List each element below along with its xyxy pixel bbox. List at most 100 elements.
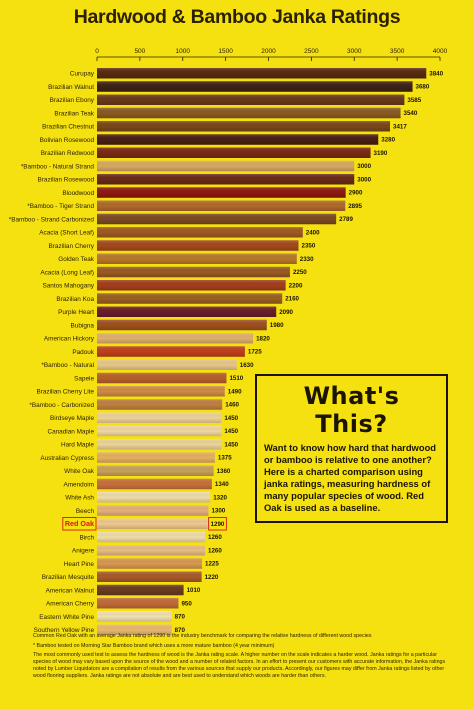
category-label: American Hickory: [44, 336, 95, 343]
category-label: Brazilian Koa: [56, 296, 94, 303]
bar-shading: [97, 624, 172, 635]
value-label: 1375: [218, 455, 232, 462]
footer-notes: Common Red Oak with an average Janka rat…: [33, 633, 453, 682]
category-label: Beech: [76, 508, 95, 515]
x-tick-label: 3000: [347, 48, 362, 55]
value-label: 1490: [228, 388, 242, 395]
category-label: Eastern White Pine: [39, 614, 94, 621]
value-label: 1450: [224, 415, 238, 422]
value-label: 2090: [279, 309, 293, 316]
value-label: 3680: [416, 84, 430, 91]
value-label: 2350: [302, 243, 316, 250]
bar-shading: [97, 174, 355, 185]
bar-shading: [97, 134, 379, 145]
x-tick-label: 500: [134, 48, 145, 55]
value-label: 870: [175, 614, 186, 621]
bar-shading: [97, 399, 223, 410]
value-label: 2400: [306, 229, 320, 236]
category-label: Southern Yellow Pine: [34, 627, 95, 634]
value-label: 1300: [211, 508, 225, 515]
bar-shading: [97, 545, 206, 556]
category-label: Birch: [79, 534, 94, 541]
category-label: Bubigna: [71, 322, 95, 329]
category-label: Padouk: [72, 349, 94, 356]
category-label: Brazilian Cherry: [49, 243, 95, 250]
bar-shading: [97, 359, 237, 370]
category-label: Brazilian Walnut: [48, 84, 94, 91]
category-label: White Oak: [64, 468, 95, 475]
value-label: 1220: [205, 574, 219, 581]
value-label: 1260: [208, 534, 222, 541]
bar-shading: [97, 571, 202, 582]
category-label: Brazilian Cherry Lite: [36, 389, 94, 396]
category-label: Purple Heart: [58, 309, 94, 316]
category-label: Birdseye Maple: [50, 415, 94, 422]
category-label: Brazilian Redwood: [41, 150, 95, 157]
category-label: Acacia (Long Leaf): [40, 269, 94, 276]
category-label: Bolivian Rosewood: [40, 137, 95, 144]
x-tick-label: 0: [95, 48, 99, 55]
bar-shading: [97, 200, 346, 211]
category-label: *Bamboo - Tiger Strand: [27, 203, 94, 210]
category-label: Canadian Maple: [47, 428, 94, 435]
value-label: 870: [175, 627, 186, 634]
info-box: What's This? Want to know how hard that …: [255, 374, 448, 523]
bar-shading: [97, 333, 254, 344]
category-label: Curupay: [70, 71, 95, 78]
bar-shading: [97, 492, 211, 503]
value-label: 1360: [217, 468, 231, 475]
value-label: 2330: [300, 256, 314, 263]
bar-shading: [97, 386, 225, 397]
category-label: Hard Maple: [61, 442, 94, 449]
bar-shading: [97, 465, 214, 476]
category-label: Brazilian Rosewood: [38, 177, 95, 184]
category-label: Santos Mahogany: [42, 283, 94, 290]
bars-group: Curupay 3840 Brazilian Walnut 3680 Brazilian…: [9, 68, 444, 635]
bar-shading: [97, 598, 179, 609]
bar-shading: [97, 81, 413, 92]
value-label: 1290: [211, 521, 225, 528]
bar-shading: [97, 452, 215, 463]
footer-benchmark-note: Common Red Oak with an average Janka rat…: [33, 633, 372, 639]
x-tick-label: 2500: [304, 48, 319, 55]
info-body: Want to know how hard that hardwood or b…: [264, 442, 437, 513]
category-label: Brazilian Chestnut: [42, 124, 94, 131]
bar-shading: [97, 346, 245, 357]
value-label: 1630: [240, 362, 254, 369]
bar-shading: [97, 505, 209, 516]
category-label: Acacia (Short Leaf): [39, 230, 94, 237]
bar-shading: [97, 611, 172, 622]
value-label: 1320: [213, 494, 227, 501]
highlight-value-box: [208, 517, 227, 531]
bar-shading: [97, 121, 391, 132]
category-label: Anigere: [72, 548, 94, 555]
bar-shading: [97, 160, 355, 172]
category-label: American Cherry: [46, 601, 95, 608]
bar-shading: [97, 227, 303, 238]
x-tick-label: 2000: [261, 48, 276, 55]
footer-bamboo-note: * Bamboo tested on Morning Star Bamboo b…: [33, 642, 275, 649]
category-label: Sapele: [74, 375, 94, 382]
value-label: 950: [181, 600, 192, 607]
value-label: 1450: [224, 428, 238, 435]
category-label: Brazilian Teak: [54, 110, 94, 117]
bar-shading: [97, 187, 346, 198]
value-label: 2789: [339, 216, 353, 223]
bar-shading: [97, 584, 184, 596]
bar-shading: [97, 94, 405, 105]
chart-title: Hardwood & Bamboo Janka Ratings: [73, 6, 401, 28]
footer-janka-explanation: The most commonly used test to assess th…: [33, 652, 446, 679]
value-label: 2200: [289, 282, 303, 289]
value-label: 2160: [285, 296, 299, 303]
category-label: Brazilian Mesquite: [42, 574, 95, 581]
value-label: 2895: [348, 203, 362, 210]
category-label: Red Oak: [65, 519, 94, 528]
bar-shading: [97, 372, 227, 384]
info-title: What's This?: [303, 382, 400, 438]
category-label: Golden Teak: [58, 256, 95, 263]
bar-shading: [97, 147, 371, 158]
bar-shading: [97, 280, 286, 291]
category-label: Brazilian Ebony: [50, 97, 95, 104]
value-label: 1725: [248, 349, 262, 356]
